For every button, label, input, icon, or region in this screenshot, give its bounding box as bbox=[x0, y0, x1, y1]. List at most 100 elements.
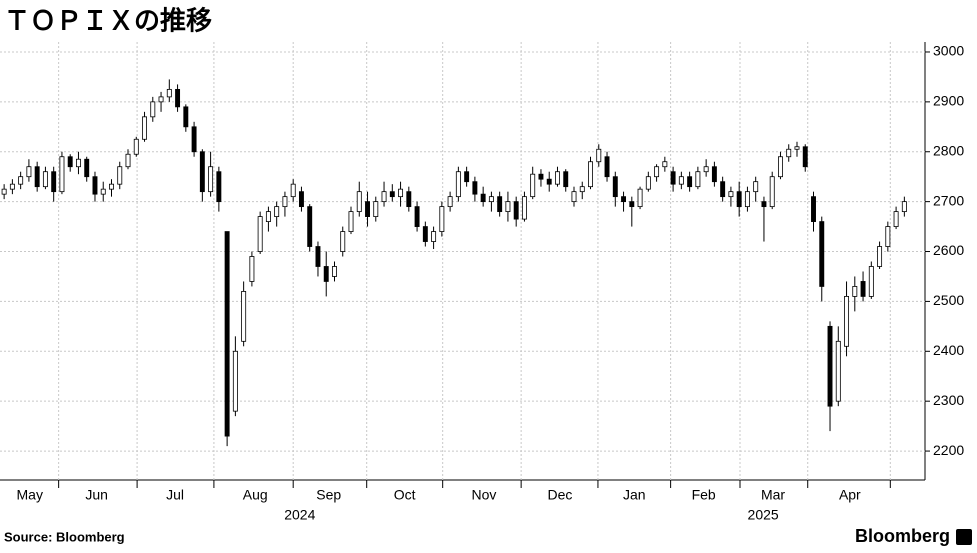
candle-body bbox=[811, 196, 816, 222]
candle-body bbox=[191, 126, 197, 153]
candle-body bbox=[868, 266, 874, 297]
candle-body bbox=[786, 148, 792, 158]
candle-body bbox=[761, 201, 767, 208]
y-tick-label: 2500 bbox=[933, 292, 964, 308]
candle-body bbox=[695, 171, 701, 188]
candle-body bbox=[464, 171, 470, 183]
candle-body bbox=[670, 171, 676, 185]
candle-body bbox=[802, 146, 808, 168]
x-tick-label: Feb bbox=[692, 487, 716, 503]
y-tick-label: 2900 bbox=[933, 93, 964, 109]
candle-body bbox=[637, 188, 643, 208]
candle-body bbox=[18, 176, 24, 185]
source: Source: Bloomberg bbox=[4, 529, 125, 544]
year-label: 2024 bbox=[284, 507, 315, 523]
candle-body bbox=[315, 246, 321, 267]
logo-icon bbox=[956, 529, 972, 545]
candle-body bbox=[455, 171, 461, 198]
y-tick-label: 2800 bbox=[933, 142, 964, 158]
y-tick-label: 2700 bbox=[933, 192, 964, 208]
candle-body bbox=[307, 206, 313, 247]
candle-body bbox=[654, 166, 660, 178]
candle-body bbox=[893, 211, 899, 227]
candle-body bbox=[711, 166, 717, 183]
candle-body bbox=[208, 166, 214, 193]
candle-body bbox=[9, 183, 15, 190]
candle-body bbox=[497, 196, 503, 213]
candle-body bbox=[844, 296, 850, 347]
candle-body bbox=[521, 196, 527, 220]
candle-body bbox=[546, 178, 552, 185]
candle-body bbox=[365, 201, 370, 218]
candle-body bbox=[513, 201, 519, 220]
candle-body bbox=[290, 183, 296, 198]
candle-body bbox=[422, 226, 428, 242]
candle-body bbox=[901, 201, 907, 213]
candle-body bbox=[530, 173, 536, 198]
x-tick-label: May bbox=[17, 487, 43, 503]
candle-body bbox=[232, 350, 238, 412]
candle-body bbox=[744, 191, 750, 208]
candle-body bbox=[59, 156, 65, 193]
candle-body bbox=[778, 156, 783, 178]
candle-body bbox=[720, 181, 726, 198]
candle-body bbox=[323, 266, 329, 282]
candle-body bbox=[687, 176, 693, 188]
candle-body bbox=[216, 171, 222, 203]
candle-body bbox=[34, 166, 40, 188]
candle-body bbox=[604, 156, 610, 178]
candle-body bbox=[885, 226, 891, 247]
x-tick-label: Nov bbox=[472, 487, 497, 503]
candle-body bbox=[645, 176, 651, 190]
candle-body bbox=[571, 191, 577, 203]
candle-body bbox=[877, 246, 883, 267]
candle-body bbox=[183, 106, 189, 128]
x-tick-label: Dec bbox=[548, 487, 573, 503]
candle-body bbox=[480, 193, 486, 203]
candle-body bbox=[166, 88, 172, 98]
candle-body bbox=[125, 153, 131, 168]
chart-title: ＴＯＰＩＸの推移 bbox=[4, 7, 212, 37]
x-tick-label: Jun bbox=[85, 487, 108, 503]
candle-body bbox=[579, 186, 585, 193]
candle-body bbox=[555, 171, 560, 185]
candle-body bbox=[596, 148, 602, 163]
candle-body bbox=[414, 206, 420, 227]
y-tick-label: 2400 bbox=[933, 342, 964, 358]
candle-body bbox=[158, 96, 164, 103]
candle-body bbox=[398, 188, 404, 198]
candle-body bbox=[373, 201, 379, 218]
candle-body bbox=[621, 196, 627, 203]
logo: Bloomberg bbox=[855, 526, 950, 546]
candle-body bbox=[100, 188, 106, 195]
candle-body bbox=[224, 231, 230, 437]
y-tick-label: 2300 bbox=[933, 392, 964, 408]
candle-body bbox=[563, 171, 569, 188]
candle-body bbox=[84, 158, 90, 178]
candle-body bbox=[835, 340, 841, 402]
candle-body bbox=[356, 191, 362, 213]
x-tick-label: Oct bbox=[394, 487, 416, 503]
candle-body bbox=[26, 166, 32, 178]
candle-body bbox=[389, 191, 395, 198]
candle-body bbox=[199, 151, 205, 193]
candle-body bbox=[381, 191, 387, 203]
candle-body bbox=[769, 176, 775, 208]
x-tick-label: Apr bbox=[839, 487, 861, 503]
candle-body bbox=[42, 171, 48, 188]
candle-body bbox=[175, 88, 181, 108]
candle-body bbox=[629, 201, 635, 208]
candle-body bbox=[852, 286, 858, 297]
candle-body bbox=[538, 173, 544, 180]
candle-body bbox=[819, 221, 825, 287]
candle-body bbox=[340, 231, 346, 252]
candle-body bbox=[92, 176, 98, 195]
x-tick-label: Jan bbox=[623, 487, 646, 503]
candle-body bbox=[257, 216, 263, 252]
candle-body bbox=[662, 161, 668, 168]
candle-body bbox=[109, 183, 114, 190]
candle-body bbox=[678, 176, 684, 185]
candle-body bbox=[588, 161, 593, 188]
candle-body bbox=[1, 188, 7, 195]
y-tick-label: 3000 bbox=[933, 43, 964, 59]
